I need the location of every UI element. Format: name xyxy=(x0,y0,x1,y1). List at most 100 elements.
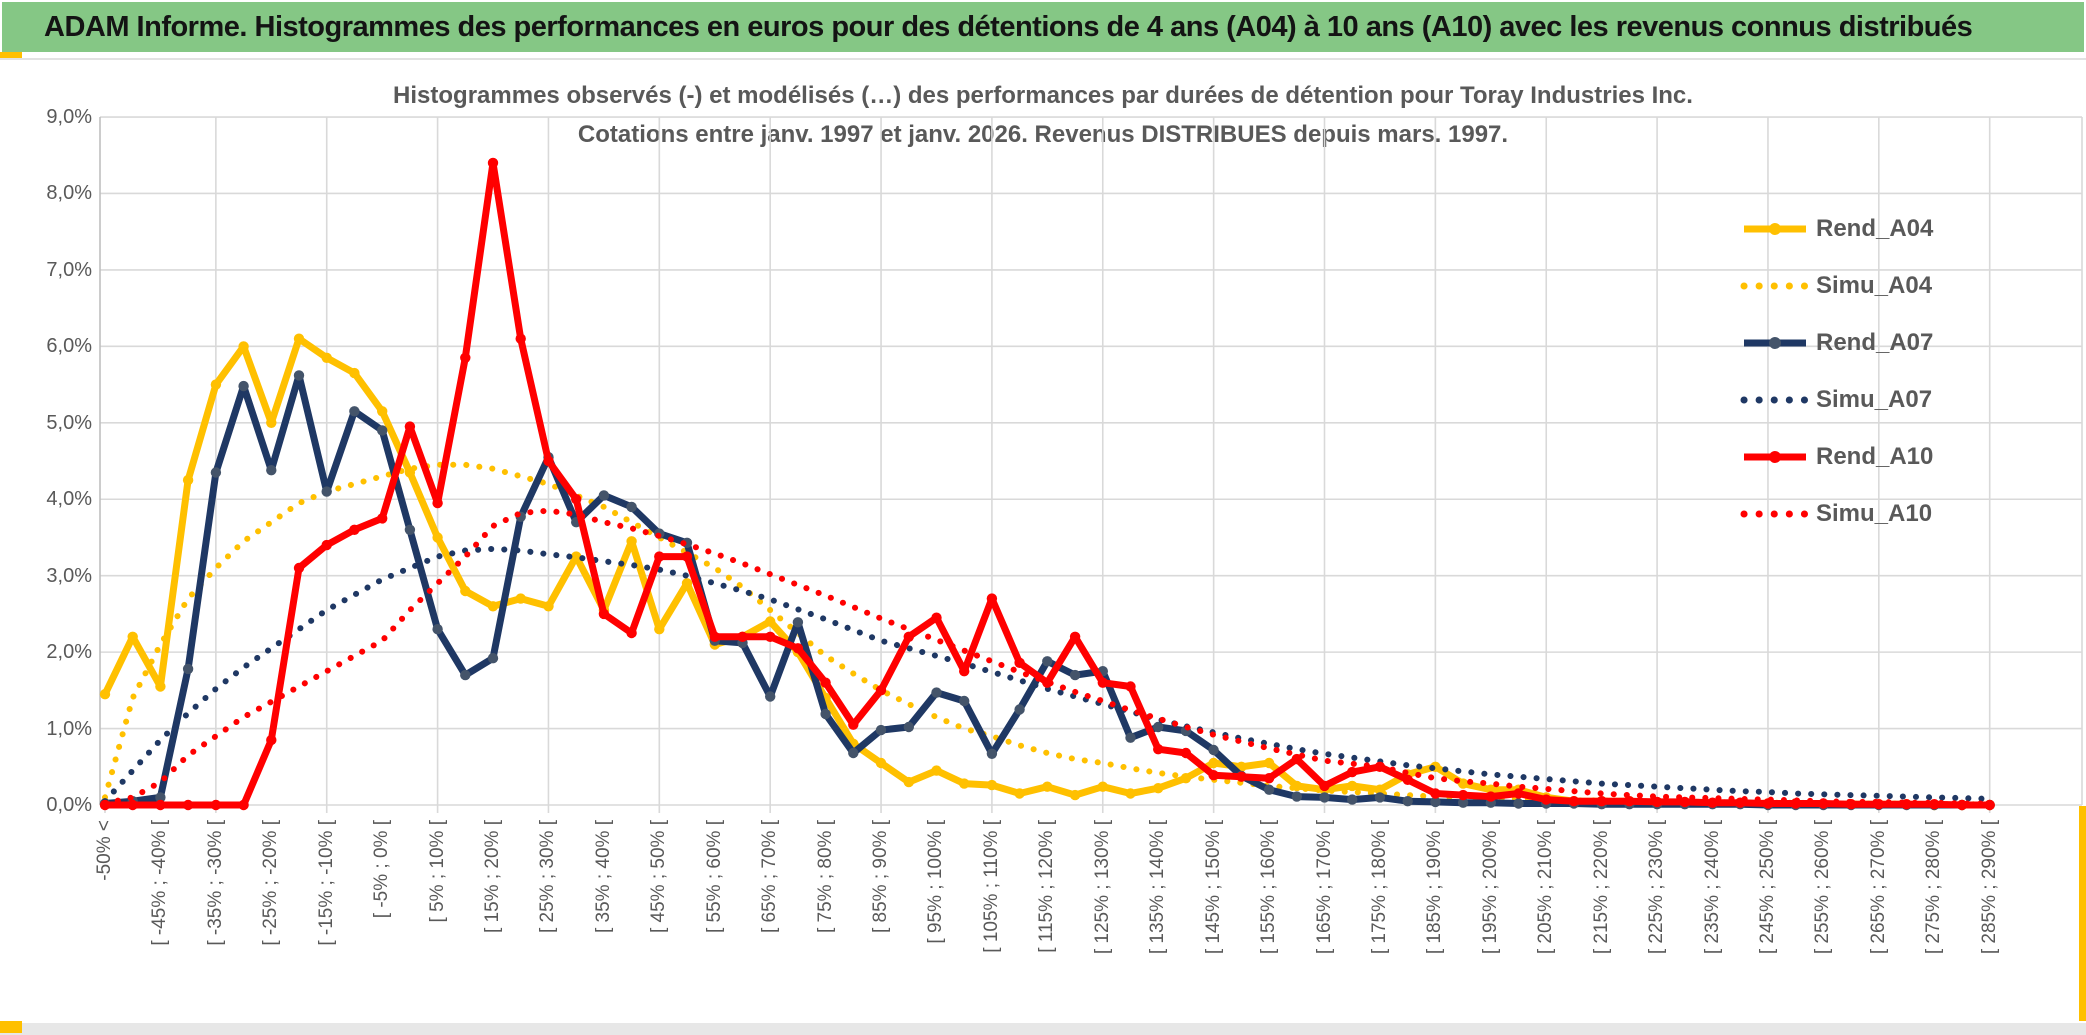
legend-item-Simu_A04[interactable]: Simu_A04 xyxy=(1740,269,1932,303)
series-marker-Rend_A07 xyxy=(931,687,942,698)
series-marker-Rend_A10 xyxy=(1125,681,1136,692)
x-axis-label: [ -15% ; -10% [ xyxy=(315,820,337,946)
series-marker-Rend_A07 xyxy=(959,695,970,707)
series-marker-Rend_A07 xyxy=(1457,797,1469,808)
series-marker-Rend_A10 xyxy=(875,685,887,696)
series-line-Rend_A07[interactable] xyxy=(104,371,1990,809)
series-marker-Rend_A04 xyxy=(959,778,970,789)
series-marker-Rend_A04 xyxy=(1042,781,1053,792)
legend-item-Rend_A04[interactable]: Rend_A04 xyxy=(1740,212,1933,246)
y-axis-label: 8,0% xyxy=(46,182,92,205)
legend-label: Simu_A04 xyxy=(1816,272,1933,299)
series-marker-Rend_A04 xyxy=(293,333,305,344)
series-marker-Rend_A07 xyxy=(1125,732,1136,743)
gold-accent-top-left xyxy=(0,52,22,58)
legend-item-Rend_A10[interactable]: Rend_A10 xyxy=(1740,440,1933,474)
title-banner: ADAM Informe. Histogrammes des performan… xyxy=(2,2,2084,52)
series-marker-Rend_A10 xyxy=(986,593,998,604)
series-marker-Rend_A07 xyxy=(1263,784,1275,795)
series-marker-Rend_A10 xyxy=(515,333,526,344)
x-axis-label: [ 195% ; 200% [ xyxy=(1479,820,1501,955)
series-marker-Rend_A07 xyxy=(404,524,416,535)
y-axis-label: 2,0% xyxy=(46,641,92,664)
series-marker-Rend_A04 xyxy=(543,601,554,612)
x-axis-label: [ 75% ; 80% [ xyxy=(814,820,836,934)
y-axis-label: 7,0% xyxy=(46,258,92,281)
series-line-Simu_A10[interactable] xyxy=(102,507,1993,807)
series-marker-Rend_A10 xyxy=(1596,796,1607,807)
series-marker-Rend_A04 xyxy=(155,681,166,692)
x-axis-label: -50% < xyxy=(94,820,115,881)
series-marker-Rend_A07 xyxy=(820,708,831,720)
series-marker-Rend_A10 xyxy=(848,719,859,730)
legend-item-Rend_A07[interactable]: Rend_A07 xyxy=(1740,326,1933,360)
legend-label: Rend_A07 xyxy=(1816,329,1934,356)
series-line-Simu_A07[interactable] xyxy=(102,545,1993,805)
series-marker-Rend_A07 xyxy=(377,425,388,436)
x-axis-label: [ 275% ; 280% [ xyxy=(1923,820,1945,955)
gold-accent-right-edge xyxy=(2079,806,2086,1021)
series-marker-Rend_A10 xyxy=(543,455,554,467)
series-marker-Rend_A04 xyxy=(1014,788,1025,799)
series-marker-Rend_A04 xyxy=(238,341,249,352)
series-marker-Rend_A10 xyxy=(1485,791,1497,802)
gold-accent-bottom-left xyxy=(0,1021,22,1033)
series-marker-Rend_A07 xyxy=(792,617,804,628)
x-axis-label: [ 125% ; 130% [ xyxy=(1091,820,1113,955)
legend-swatch-solid-icon xyxy=(1744,223,1806,235)
series-marker-Rend_A04 xyxy=(626,536,637,547)
series-marker-Rend_A10 xyxy=(127,799,138,811)
legend-label: Simu_A07 xyxy=(1816,386,1933,413)
chart-title-line2: Cotations entre janv. 1997 et janv. 2026… xyxy=(577,121,1509,148)
series-marker-Rend_A04 xyxy=(210,379,222,390)
series-marker-Rend_A04 xyxy=(986,779,998,791)
series-marker-Rend_A04 xyxy=(875,757,887,769)
series-line-Rend_A04[interactable] xyxy=(101,335,1990,809)
series-marker-Rend_A07 xyxy=(1347,794,1358,805)
series-marker-Rend_A04 xyxy=(931,765,942,776)
series-marker-Rend_A04 xyxy=(377,406,388,417)
legend-item-Simu_A10[interactable]: Simu_A10 xyxy=(1740,497,1932,531)
series-marker-Rend_A10 xyxy=(1153,744,1164,755)
series-marker-Rend_A07 xyxy=(238,380,249,392)
series-marker-Rend_A04 xyxy=(182,474,194,486)
x-axis-label: [ 45% ; 50% [ xyxy=(648,820,670,934)
series-marker-Rend_A10 xyxy=(1180,747,1192,759)
series-line-Rend_A10[interactable] xyxy=(105,159,1990,809)
series-marker-Rend_A07 xyxy=(765,691,776,702)
x-axis-label: [ 5% ; 10% [ xyxy=(426,820,448,923)
banner-title: ADAM Informe. Histogrammes des performan… xyxy=(44,10,1973,43)
legend-item-Simu_A07[interactable]: Simu_A07 xyxy=(1740,383,1932,417)
series-line-Simu_A04[interactable] xyxy=(102,461,1993,808)
banner-divider xyxy=(0,58,2086,60)
series-marker-Rend_A10 xyxy=(1541,794,1552,805)
y-axis-label: 1,0% xyxy=(46,717,92,740)
series-marker-Rend_A07 xyxy=(1291,791,1303,802)
series-marker-Rend_A10 xyxy=(1402,774,1413,785)
legend-swatch-solid-icon xyxy=(1744,337,1806,349)
series-marker-Rend_A10 xyxy=(681,551,693,562)
series-marker-Rend_A07 xyxy=(1208,744,1219,756)
series-marker-Rend_A04 xyxy=(432,532,443,543)
series-marker-Rend_A10 xyxy=(432,497,443,509)
series-marker-Rend_A10 xyxy=(598,608,610,620)
series-marker-Rend_A10 xyxy=(792,643,804,654)
series-marker-Rend_A04 xyxy=(99,689,111,700)
series-marker-Rend_A07 xyxy=(293,370,305,381)
x-axis-label: [ 35% ; 40% [ xyxy=(592,820,614,934)
series-marker-Rend_A10 xyxy=(1208,770,1219,781)
x-axis-label: [ 55% ; 60% [ xyxy=(703,820,725,934)
legend-label: Rend_A10 xyxy=(1816,443,1934,470)
x-axis-label: [ 25% ; 30% [ xyxy=(537,820,559,934)
x-axis-label: [ 105% ; 110% [ xyxy=(980,820,1002,953)
legend-label: Rend_A04 xyxy=(1816,215,1934,242)
series-marker-Rend_A10 xyxy=(460,352,471,363)
x-axis-label: [ 225% ; 230% [ xyxy=(1646,820,1668,955)
y-axis-label: 0,0% xyxy=(46,794,92,816)
series-marker-Rend_A10 xyxy=(959,666,970,677)
series-marker-Rend_A07 xyxy=(1374,792,1386,803)
series-marker-Rend_A10 xyxy=(1457,789,1469,801)
series-marker-Rend_A10 xyxy=(1568,796,1580,807)
x-axis-label: [ 205% ; 210% [ xyxy=(1535,820,1557,955)
